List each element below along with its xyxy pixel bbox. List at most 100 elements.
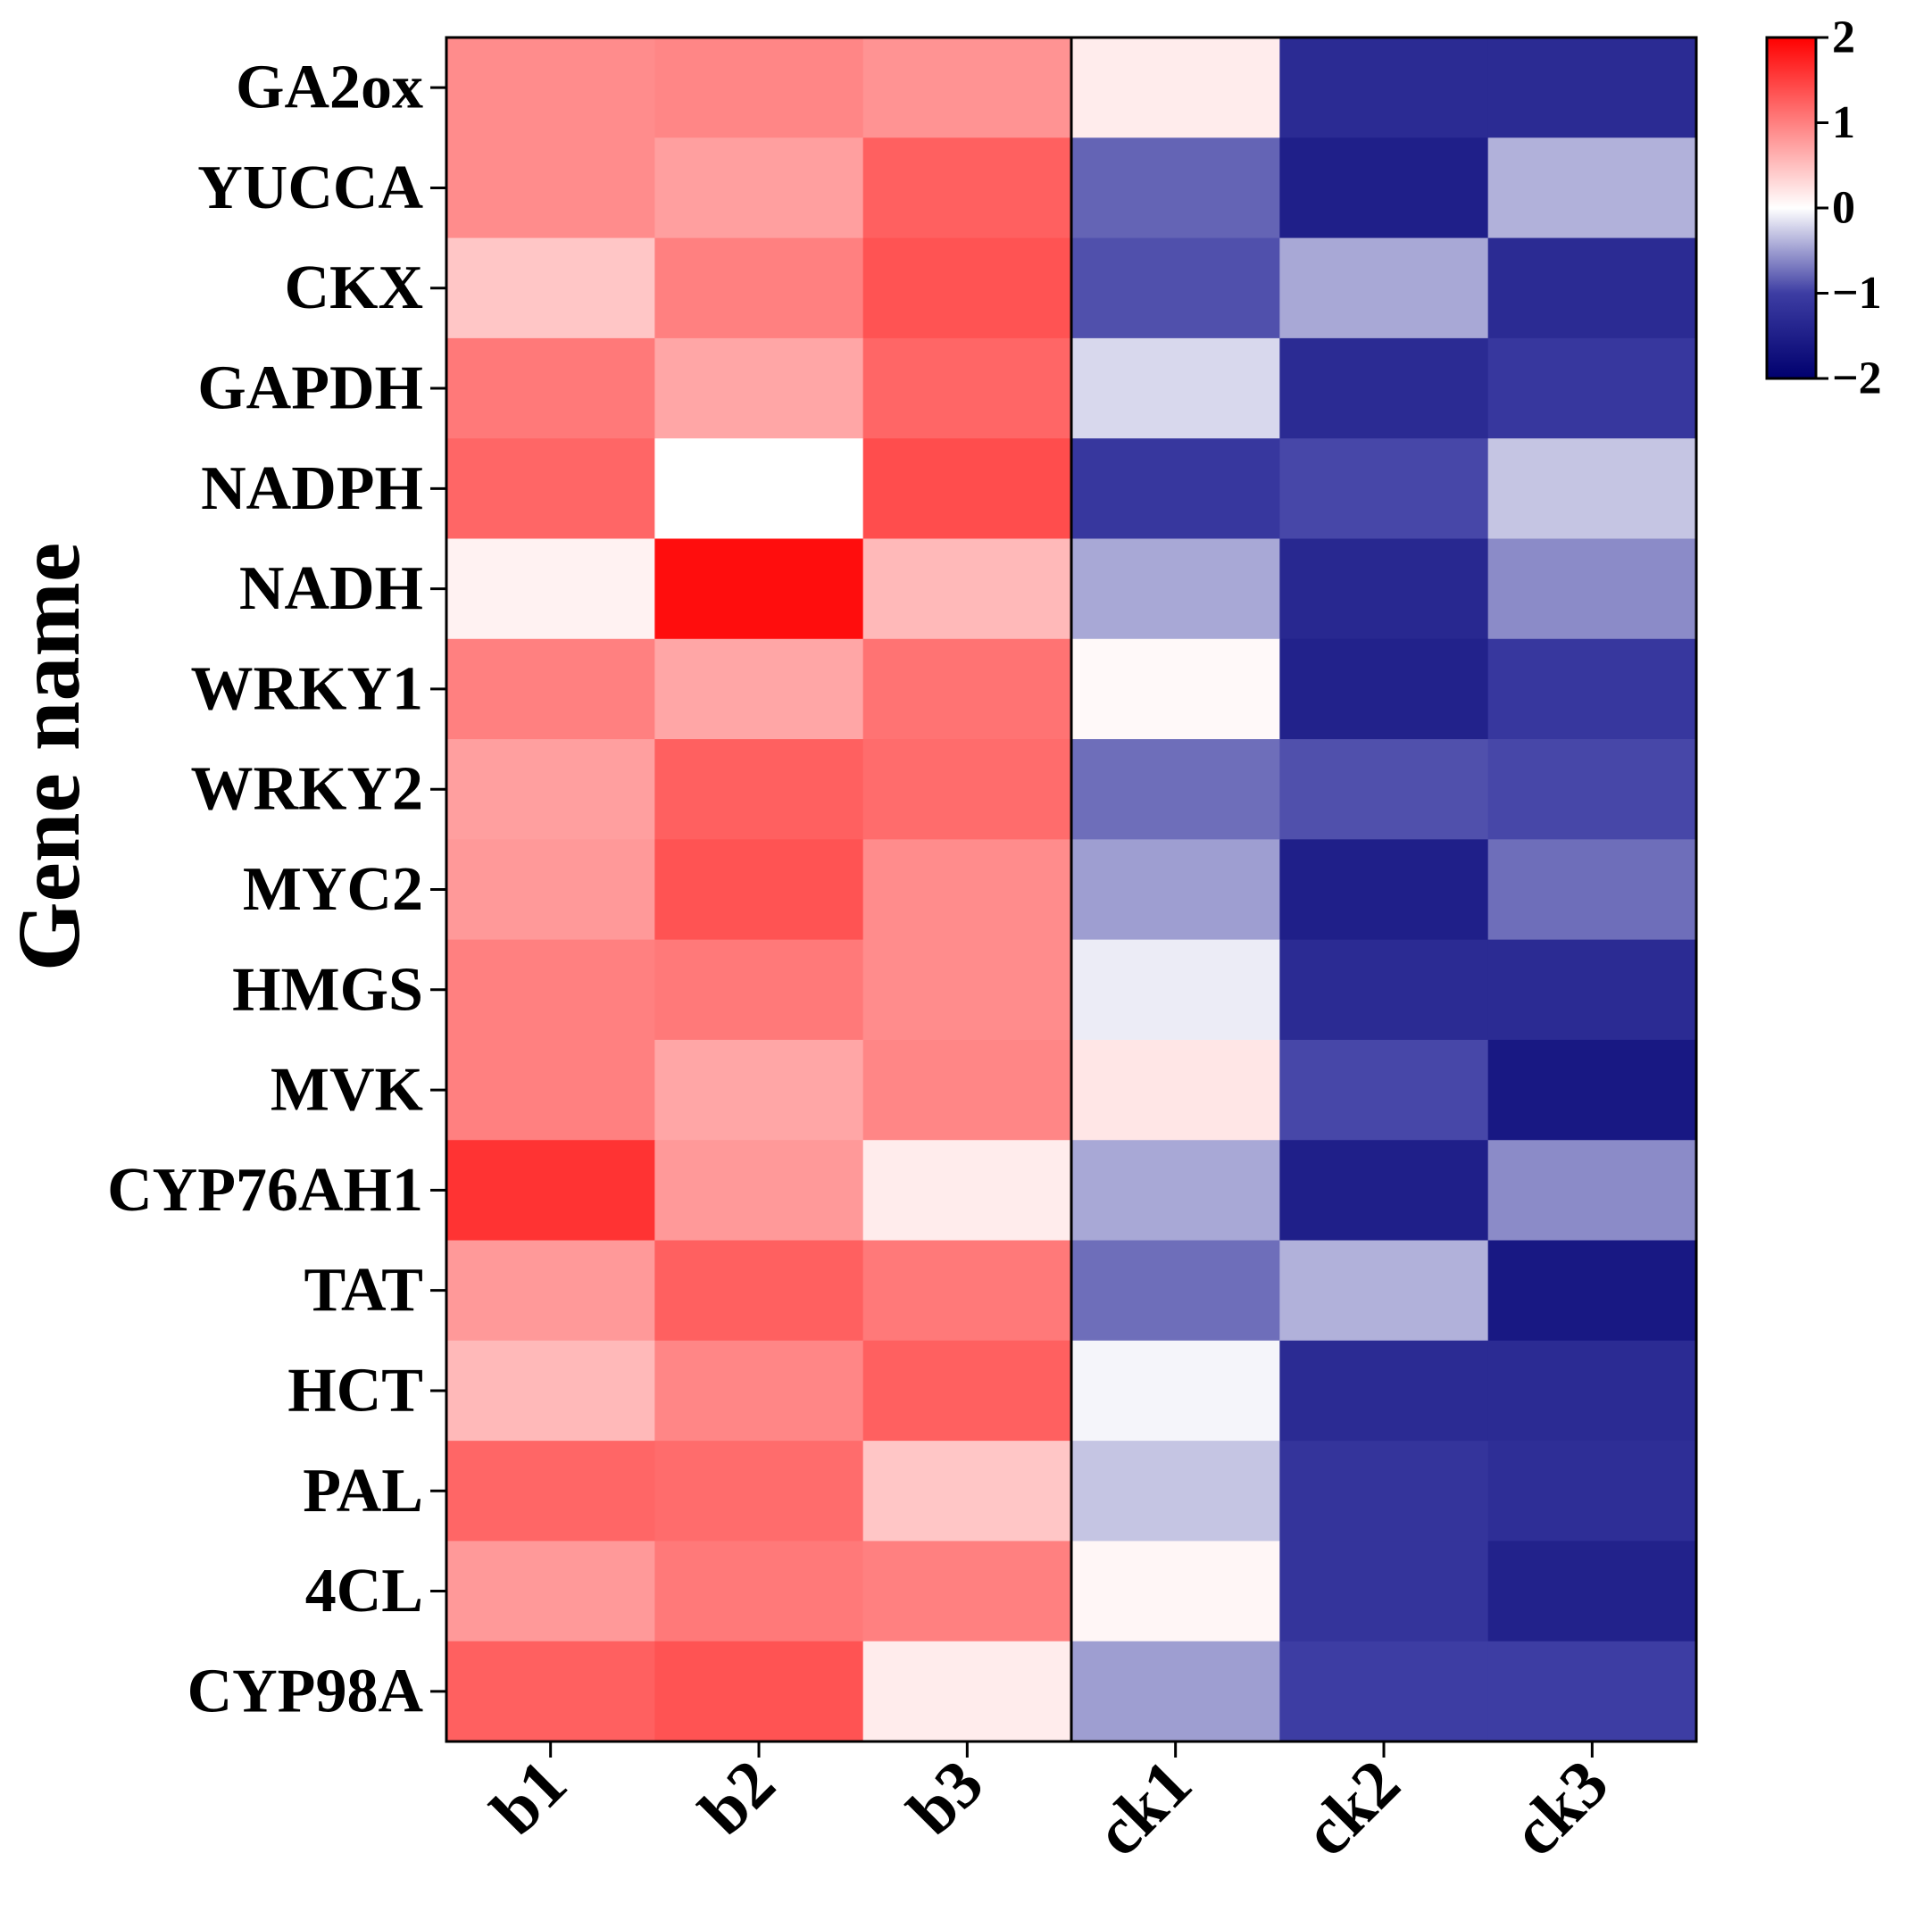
heatmap-cell-CKX-b3 [862, 237, 1072, 339]
heatmap-cell-NADPH-b1 [446, 438, 655, 540]
colorbar-tick-label: 1 [1832, 97, 1855, 148]
heatmap-cell-WRKY1-ck1 [1071, 638, 1280, 740]
heatmap-cell-NADH-b3 [862, 538, 1072, 640]
heatmap-cell-WRKY2-b3 [862, 739, 1072, 840]
colorbar-gradient [1765, 36, 1818, 380]
heatmap-cell-MVK-ck3 [1487, 1039, 1697, 1141]
heatmap-cell-CYP98A-b3 [862, 1641, 1072, 1742]
y-tick-label-4CL: 4CL [305, 1557, 423, 1625]
heatmap-cell-MVK-b2 [654, 1039, 864, 1141]
heatmap-cell-TAT-b3 [862, 1240, 1072, 1342]
heatmap-cell-GA2ox-b1 [446, 37, 655, 138]
heatmap-cell-HCT-ck2 [1279, 1340, 1489, 1442]
heatmap-cell-PAL-b1 [446, 1441, 655, 1542]
heatmap-cell-CYP98A-ck1 [1071, 1641, 1280, 1742]
heatmap-cell-GAPDH-ck3 [1487, 337, 1697, 439]
heatmap-cell-MYC2-ck1 [1071, 839, 1280, 941]
heatmap-cell-HMGS-ck1 [1071, 939, 1280, 1041]
heatmap-cell-NADH-ck1 [1071, 538, 1280, 640]
heatmap-cell-PAL-ck3 [1487, 1441, 1697, 1542]
heatmap-cell-CYP76AH1-b1 [446, 1140, 655, 1242]
heatmap-cell-WRKY1-b2 [654, 638, 864, 740]
heatmap-cell-NADH-b2 [654, 538, 864, 640]
heatmap-cell-TAT-ck1 [1071, 1240, 1280, 1342]
x-axis-ticks: b1 b2 b3 ck1 ck2 ck3 [478, 1741, 1622, 1871]
y-tick-label-HMGS: HMGS [232, 955, 423, 1024]
heatmap-cell-YUCCA-ck1 [1071, 137, 1280, 239]
heatmap-cell-HMGS-b1 [446, 939, 655, 1041]
heatmap-cell-4CL-ck1 [1071, 1541, 1280, 1642]
colorbar-tick-label: −2 [1832, 353, 1882, 404]
x-tick-label-ck2: ck2 [1289, 1746, 1414, 1871]
heatmap-cell-MVK-b1 [446, 1039, 655, 1141]
heatmap-cell-GA2ox-ck3 [1487, 37, 1697, 138]
heatmap-cell-CYP98A-b2 [654, 1641, 864, 1742]
y-tick-label-WRKY1: WRKY1 [190, 654, 423, 723]
heatmap-cell-4CL-ck3 [1487, 1541, 1697, 1642]
heatmap-cell-CYP76AH1-b3 [862, 1140, 1072, 1242]
x-tick-label-b2: b2 [686, 1746, 789, 1849]
heatmap-cell-WRKY1-b3 [862, 638, 1072, 740]
heatmap-cell-GAPDH-b3 [862, 337, 1072, 439]
colorbar-ticks: 2 1 0 −1 −2 [1816, 12, 1882, 404]
heatmap-cell-NADPH-b2 [654, 438, 864, 540]
heatmap-cell-WRKY2-b1 [446, 739, 655, 840]
heatmap-cell-YUCCA-b2 [654, 137, 864, 239]
y-axis-ticks: GA2ox YUCCA CKX GAPDH NADPH NADH WRKY1 WRKY2 MYC… [107, 54, 446, 1725]
heatmap-cell-GAPDH-b2 [654, 337, 864, 439]
heatmap-cell-WRKY2-ck1 [1071, 739, 1280, 840]
heatmap-cell-PAL-b3 [862, 1441, 1072, 1542]
colorbar-tick-label: 2 [1832, 12, 1855, 63]
heatmap-cell-MYC2-ck2 [1279, 839, 1489, 941]
heatmap-cell-WRKY2-b2 [654, 739, 864, 840]
y-tick-label-MVK: MVK [271, 1056, 423, 1125]
heatmap-cell-CYP76AH1-b2 [654, 1140, 864, 1242]
heatmap-cell-MYC2-b3 [862, 839, 1072, 941]
heatmap-cell-TAT-ck2 [1279, 1240, 1489, 1342]
y-axis-title: Gene name [0, 543, 98, 971]
heatmap-cell-CKX-b1 [446, 237, 655, 339]
heatmap-cell-HCT-ck1 [1071, 1340, 1280, 1442]
heatmap-cell-MVK-ck2 [1279, 1039, 1489, 1141]
heatmap-cell-GA2ox-b2 [654, 37, 864, 138]
heatmap-cell-HMGS-ck3 [1487, 939, 1697, 1041]
y-tick-label-HCT: HCT [287, 1356, 423, 1425]
heatmap-cell-CKX-ck2 [1279, 237, 1489, 339]
heatmap-cell-CYP76AH1-ck3 [1487, 1140, 1697, 1242]
heatmap-cell-4CL-b2 [654, 1541, 864, 1642]
heatmap-cell-CKX-ck1 [1071, 237, 1280, 339]
heatmap-cell-HMGS-b3 [862, 939, 1072, 1041]
heatmap-cell-HCT-b3 [862, 1340, 1072, 1442]
x-tick-label-b3: b3 [894, 1746, 997, 1849]
heatmap-cell-PAL-ck2 [1279, 1441, 1489, 1542]
heatmap-cell-CKX-ck3 [1487, 237, 1697, 339]
heatmap-cell-MVK-b3 [862, 1039, 1072, 1141]
heatmap-cell-NADH-ck2 [1279, 538, 1489, 640]
heatmap-cell-PAL-b2 [654, 1441, 864, 1542]
heatmap-cell-TAT-ck3 [1487, 1240, 1697, 1342]
y-tick-label-CYP98A: CYP98A [187, 1657, 424, 1725]
x-tick-label-b1: b1 [478, 1746, 581, 1849]
y-tick-label-GA2ox: GA2ox [236, 54, 423, 122]
heatmap-cell-MYC2-b2 [654, 839, 864, 941]
y-tick-label-MYC2: MYC2 [243, 855, 423, 924]
heatmap-cell-NADH-ck3 [1487, 538, 1697, 640]
heatmap-cell-HCT-b2 [654, 1340, 864, 1442]
heatmap-cell-NADPH-ck3 [1487, 438, 1697, 540]
heatmap-cell-4CL-b1 [446, 1541, 655, 1642]
heatmap-cell-YUCCA-b3 [862, 137, 1072, 239]
y-tick-label-NADH: NADH [239, 554, 423, 623]
heatmap-cell-YUCCA-b1 [446, 137, 655, 239]
heatmap-cell-TAT-b2 [654, 1240, 864, 1342]
heatmap-cell-NADPH-ck2 [1279, 438, 1489, 540]
heatmap-cell-CKX-b2 [654, 237, 864, 339]
y-tick-label-PAL: PAL [303, 1457, 423, 1525]
heatmap-cell-MYC2-b1 [446, 839, 655, 941]
y-tick-label-GAPDH: GAPDH [197, 354, 423, 423]
y-tick-label-CKX: CKX [284, 254, 423, 322]
heatmap-cell-4CL-ck2 [1279, 1541, 1489, 1642]
y-tick-label-NADPH: NADPH [201, 454, 423, 523]
colorbar-tick-label: −1 [1832, 268, 1882, 319]
heatmap-cell-CYP76AH1-ck2 [1279, 1140, 1489, 1242]
heatmap-cell-NADPH-ck1 [1071, 438, 1280, 540]
